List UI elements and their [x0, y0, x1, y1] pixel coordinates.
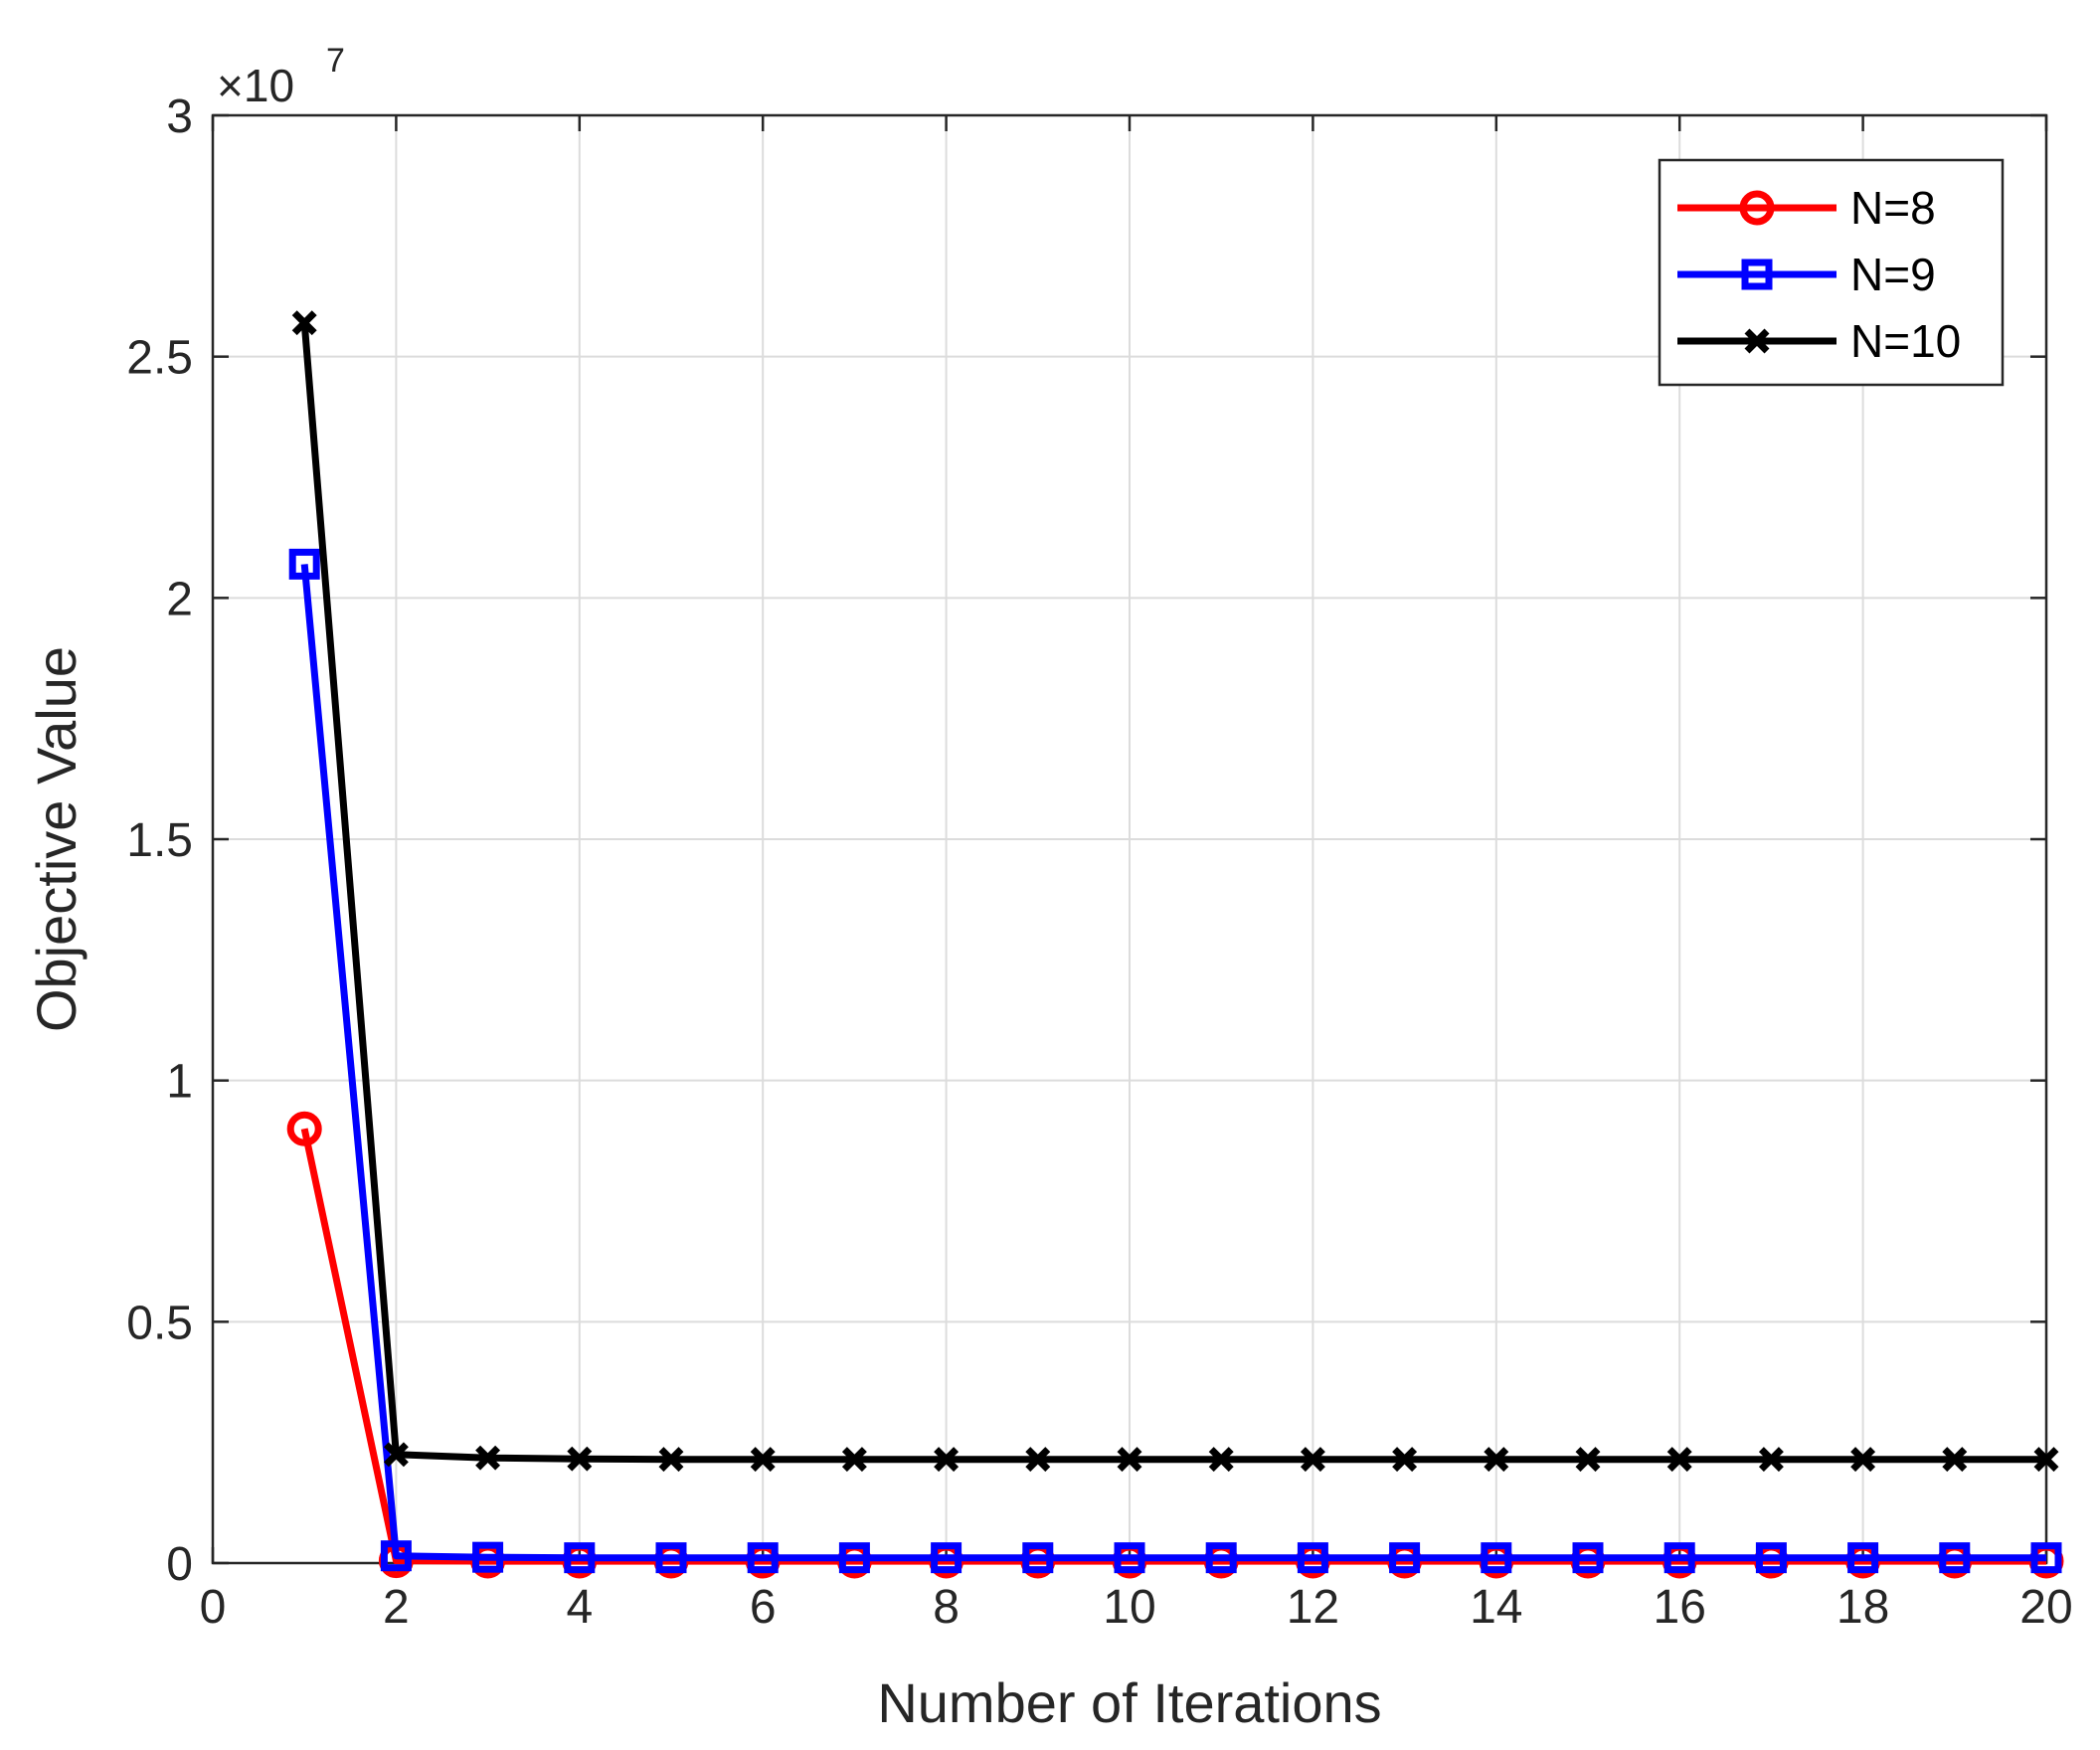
legend-label: N=8 — [1850, 182, 1936, 234]
y-tick-label: 1 — [166, 1056, 193, 1109]
y-tick-label: 0.5 — [126, 1297, 193, 1349]
data-point — [655, 1542, 687, 1574]
data-point — [2033, 1447, 2059, 1473]
axis-ticks: 0 2 4 6 8 10 12 14 16 18 20 0 0.5 1 1.5 2 2.5 3 — [126, 90, 2072, 1634]
legend-items: N=8 N=9 N=10 — [1677, 182, 1961, 367]
y-tick-label: 2 — [166, 573, 193, 625]
legend-label: N=9 — [1850, 249, 1936, 300]
legend-label: N=10 — [1850, 315, 1961, 367]
y-exponent-base: ×10 — [217, 60, 294, 111]
x-tick-label: 18 — [1837, 1581, 1889, 1634]
data-point — [380, 1540, 412, 1572]
data-point — [1117, 1447, 1142, 1473]
x-tick-label: 12 — [1287, 1581, 1339, 1634]
legend-swatch-marker — [1741, 259, 1773, 290]
data-point — [564, 1542, 596, 1574]
data-point — [841, 1447, 867, 1473]
x-tick-label: 16 — [1654, 1581, 1706, 1634]
data-point — [838, 1542, 870, 1574]
legend-swatch-marker — [1744, 328, 1770, 354]
y-tick-label: 1.5 — [126, 814, 193, 867]
data-point — [658, 1447, 684, 1473]
data-point — [1663, 1542, 1695, 1574]
data-point — [1297, 1542, 1328, 1574]
legend-item: N=10 — [1677, 315, 1961, 367]
x-tick-label: 14 — [1470, 1581, 1522, 1634]
data-point — [1300, 1447, 1325, 1473]
data-point — [383, 1442, 409, 1468]
y-exponent-power: 7 — [326, 42, 345, 80]
data-point — [1942, 1447, 1968, 1473]
data-point — [1755, 1542, 1787, 1574]
y-tick-label: 0 — [166, 1538, 193, 1591]
x-tick-label: 8 — [933, 1581, 960, 1634]
x-tick-label: 0 — [200, 1581, 227, 1634]
data-point — [1939, 1542, 1971, 1574]
legend-swatch-marker — [1739, 190, 1775, 226]
data-point — [747, 1542, 779, 1574]
x-axis-title: Number of Iterations — [877, 1671, 1381, 1734]
x-tick-label: 2 — [383, 1581, 410, 1634]
data-point — [1114, 1542, 1145, 1574]
data-point — [1208, 1447, 1234, 1473]
data-point — [291, 310, 317, 336]
legend-item: N=8 — [1677, 182, 1936, 234]
data-point — [2030, 1542, 2062, 1574]
data-point — [1572, 1542, 1604, 1574]
data-point — [286, 1111, 322, 1146]
data-point — [567, 1446, 593, 1472]
data-point — [1481, 1542, 1512, 1574]
data-point — [931, 1542, 962, 1574]
legend-item: N=9 — [1677, 249, 1936, 300]
x-tick-label: 10 — [1103, 1581, 1155, 1634]
data-point — [1389, 1542, 1421, 1574]
y-tick-label: 3 — [166, 90, 193, 143]
data-point — [475, 1445, 501, 1471]
data-point — [750, 1447, 776, 1473]
series-layer — [286, 310, 2064, 1579]
data-point — [1022, 1542, 1054, 1574]
data-point — [1758, 1447, 1784, 1473]
data-point — [1847, 1542, 1879, 1574]
series-line — [300, 322, 2046, 1464]
y-axis-title: Objective Value — [25, 646, 88, 1032]
x-tick-label: 6 — [750, 1581, 777, 1634]
data-point — [1666, 1447, 1692, 1473]
data-point — [1575, 1447, 1601, 1473]
series-N=9 — [288, 548, 2062, 1574]
data-point — [1205, 1542, 1237, 1574]
data-point — [934, 1447, 960, 1473]
data-point — [1850, 1447, 1876, 1473]
data-point — [1484, 1447, 1509, 1473]
x-tick-label: 4 — [566, 1581, 593, 1634]
data-point — [1392, 1447, 1418, 1473]
y-tick-label: 2.5 — [126, 332, 193, 385]
y-axis-exponent: ×10 7 — [217, 42, 345, 111]
series-N=10 — [291, 310, 2059, 1473]
data-point — [288, 548, 320, 580]
x-tick-label: 20 — [2019, 1581, 2072, 1634]
data-point — [1025, 1447, 1051, 1473]
data-point — [472, 1541, 504, 1573]
legend: N=8 N=9 N=10 — [1658, 158, 2005, 387]
